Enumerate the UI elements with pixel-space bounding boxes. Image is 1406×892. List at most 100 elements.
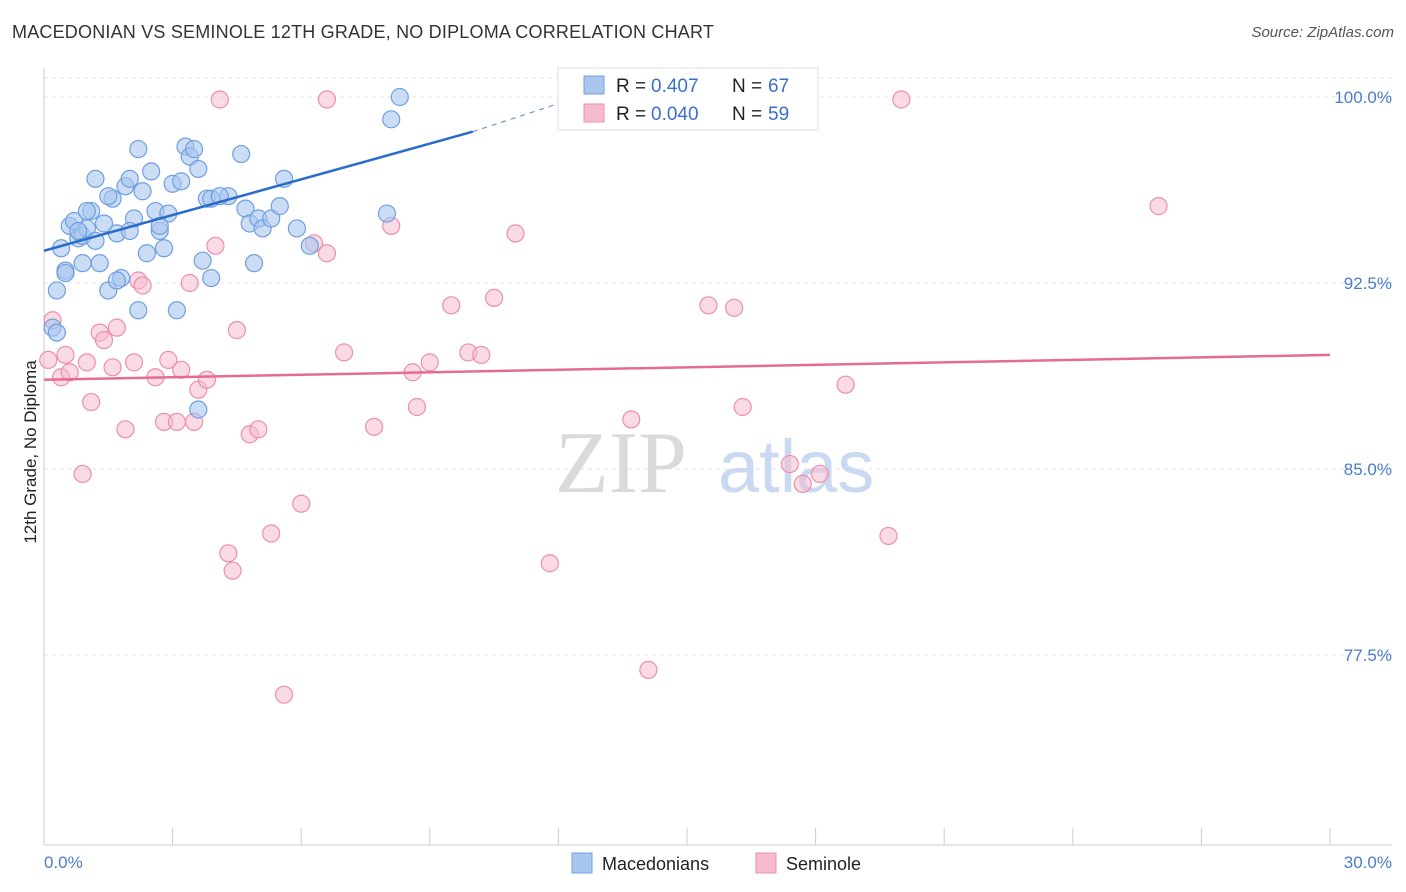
legend-n-label-macedonians: N = <box>732 76 762 97</box>
x-tick-label-max: 30.0% <box>1344 853 1392 872</box>
macedonians-point <box>142 162 161 181</box>
macedonians-points <box>43 87 409 419</box>
macedonians-point <box>47 323 66 342</box>
seminole-point <box>420 353 439 372</box>
seminole-point <box>879 526 898 546</box>
bottom-legend-swatch-seminole <box>755 852 777 874</box>
legend-r-label-macedonians: R = <box>616 76 646 97</box>
legend-n-value-macedonians: 67 <box>768 76 789 97</box>
axes <box>43 68 1392 846</box>
seminole-point <box>622 410 641 429</box>
seminole-point <box>733 397 752 417</box>
macedonians-point <box>300 236 319 255</box>
seminole-point <box>810 464 829 484</box>
macedonians-point <box>120 169 139 188</box>
macedonians-point <box>184 139 204 159</box>
macedonians-point <box>390 87 409 107</box>
macedonians-point <box>94 214 114 233</box>
seminole-point <box>317 244 337 263</box>
seminole-point <box>292 494 311 513</box>
legend-n-label-seminole: N = <box>732 104 762 125</box>
macedonians-point <box>73 254 92 273</box>
y-tick-label: 92.5% <box>1344 274 1392 293</box>
macedonians-point <box>69 221 88 241</box>
source-label: Source: ZipAtlas.com <box>1251 24 1394 41</box>
macedonians-point <box>232 144 251 164</box>
y-tick-label: 77.5% <box>1344 646 1392 665</box>
seminole-point <box>107 318 126 337</box>
macedonians-point <box>47 281 66 300</box>
chart-title: MACEDONIAN VS SEMINOLE 12TH GRADE, NO DI… <box>12 22 715 42</box>
legend-swatch-seminole <box>583 103 605 123</box>
seminole-trend-line <box>43 353 1331 381</box>
seminole-point <box>180 273 199 293</box>
seminole-point <box>94 330 114 350</box>
seminole-point <box>197 370 216 389</box>
macedonians-point <box>270 197 289 216</box>
macedonians-point <box>262 209 281 228</box>
seminole-point <box>506 224 525 243</box>
seminole-point <box>133 276 152 295</box>
seminole-point <box>334 343 354 362</box>
y-axis-label: 12th Grade, No Diploma <box>21 360 40 544</box>
seminole-point <box>219 544 238 563</box>
legend-n-value-seminole: 59 <box>768 104 789 125</box>
macedonians-point <box>77 201 96 221</box>
seminole-point <box>485 288 504 307</box>
seminole-point <box>124 353 144 372</box>
macedonians-point <box>90 254 109 273</box>
macedonians-point <box>377 204 397 223</box>
seminole-point <box>103 358 122 377</box>
macedonians-trend-line <box>43 130 474 252</box>
seminole-point <box>73 464 92 484</box>
seminole-point <box>639 660 658 679</box>
y-tick-label: 85.0% <box>1344 460 1392 479</box>
macedonians-point <box>189 400 208 419</box>
macedonians-point <box>382 110 401 129</box>
seminole-point <box>82 392 101 412</box>
seminole-point <box>249 420 268 439</box>
seminole-point <box>780 454 799 474</box>
macedonians-point <box>56 263 75 283</box>
seminole-point <box>472 345 491 365</box>
seminole-point <box>793 474 812 493</box>
seminole-point <box>210 90 229 109</box>
seminole-point <box>317 90 337 109</box>
seminole-point <box>1149 197 1168 216</box>
macedonians-point <box>193 251 212 270</box>
macedonians-point <box>287 219 307 238</box>
macedonians-point <box>202 268 221 288</box>
macedonians-point <box>167 301 186 320</box>
macedonians-point <box>154 239 174 258</box>
watermark: ZIP atlas <box>555 415 874 512</box>
seminole-point <box>206 236 225 255</box>
seminole-point <box>540 554 559 573</box>
watermark-zip: ZIP <box>555 415 687 512</box>
macedonians-point <box>189 159 208 179</box>
bottom-legend: Macedonians Seminole <box>571 852 861 874</box>
bottom-legend-macedonians: Macedonians <box>602 854 709 874</box>
bottom-legend-swatch-macedonians <box>571 852 593 874</box>
x-tick-label-min: 0.0% <box>44 853 83 872</box>
macedonians-point <box>86 169 105 188</box>
seminole-point <box>167 412 186 431</box>
seminole-point <box>274 685 294 704</box>
macedonians-point <box>129 139 148 159</box>
seminole-point <box>60 363 79 382</box>
macedonians-point <box>172 172 191 191</box>
seminole-point <box>699 296 718 315</box>
macedonians-point <box>137 244 156 263</box>
seminole-point <box>725 298 744 317</box>
seminole-point <box>116 420 135 439</box>
seminole-point <box>77 353 96 372</box>
legend-swatch-macedonians <box>583 75 605 95</box>
seminole-point <box>39 350 58 369</box>
seminole-point <box>892 90 911 109</box>
bottom-legend-seminole: Seminole <box>786 854 861 874</box>
seminole-point <box>56 345 75 365</box>
seminole-point <box>407 397 427 417</box>
y-tick-label: 100.0% <box>1334 88 1392 107</box>
macedonians-point <box>133 182 152 201</box>
macedonians-point <box>129 301 148 320</box>
